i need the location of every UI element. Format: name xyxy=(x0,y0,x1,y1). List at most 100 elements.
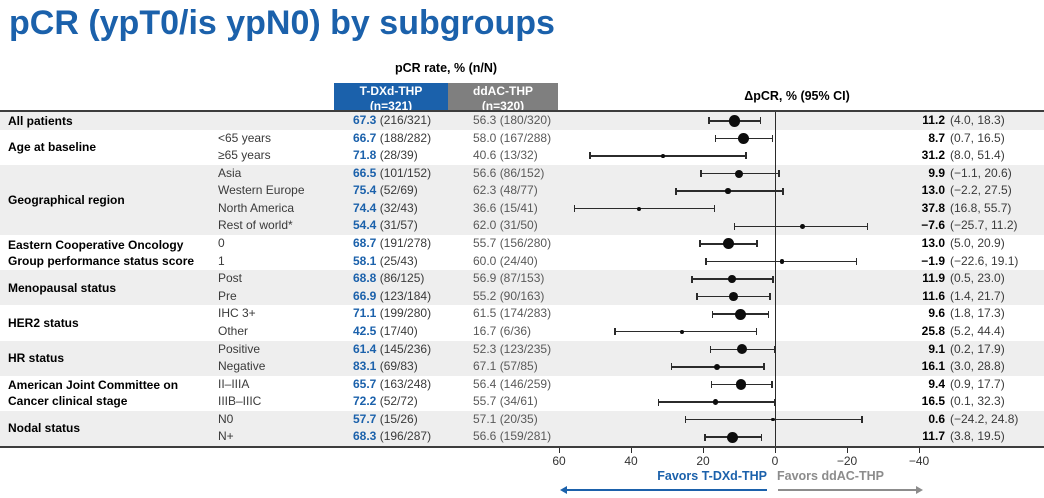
delta-ci: (−24.2, 24.8) xyxy=(950,411,1019,426)
tdxd-fraction: (15/26) xyxy=(376,411,418,426)
ci-cap-left xyxy=(684,416,687,424)
tdxd-fraction: (145/236) xyxy=(376,341,432,356)
ddac-value: 56.6 (159/281) xyxy=(473,429,552,444)
favors-ddac-label: Favors ddAC-THP xyxy=(777,469,884,483)
tdxd-column-header: T-DXd-THP (n=321) xyxy=(334,83,448,113)
tdxd-value: 65.7 (163/248) xyxy=(353,376,471,394)
delta-ci: (0.7, 16.5) xyxy=(950,130,1005,145)
tdxd-pct: 58.1 xyxy=(353,253,377,268)
delta-ci: (0.2, 17.9) xyxy=(950,341,1005,356)
subgroup-label: Other xyxy=(218,323,249,338)
axis-tick xyxy=(919,448,920,453)
tdxd-pct: 61.4 xyxy=(353,341,377,356)
tdxd-pct: 71.8 xyxy=(353,148,377,163)
group-label-line: Nodal status xyxy=(8,421,81,436)
point-estimate-marker xyxy=(714,363,720,370)
subgroup-label: <65 years xyxy=(218,130,272,145)
delta-value: −1.9 xyxy=(921,253,945,268)
point-estimate-marker xyxy=(738,132,750,144)
favors-tdxd-label: Favors T-DXd-THP xyxy=(657,469,767,483)
tdxd-pct: 66.5 xyxy=(353,165,377,180)
tdxd-fraction: (188/282) xyxy=(376,130,432,145)
tdxd-value: 83.1 (69/83) xyxy=(353,358,471,376)
delta-ci: (0.1, 32.3) xyxy=(950,394,1005,409)
ddac-arm-name: ddAC-THP xyxy=(473,84,533,98)
point-estimate-marker xyxy=(799,223,805,229)
delta-value: 11.7 xyxy=(922,429,945,444)
delta-ci: (5.0, 20.9) xyxy=(950,236,1005,251)
tdxd-value: 71.1 (199/280) xyxy=(353,305,471,323)
delta-pcr-column-header: ΔpCR, % (95% CI) xyxy=(744,89,850,103)
point-estimate-marker xyxy=(728,292,738,301)
group-label-line: HER2 status xyxy=(8,315,79,330)
pcr-rate-column-group-header: pCR rate, % (n/N) xyxy=(394,61,498,75)
ci-cap-left xyxy=(670,363,673,371)
ddac-value: 62.3 (48/77) xyxy=(473,183,538,198)
delta-ci: (−22.6, 19.1) xyxy=(950,253,1019,268)
ci-cap-right xyxy=(861,416,863,424)
group-band xyxy=(0,164,1044,236)
ci-cap-right xyxy=(755,328,758,336)
tdxd-fraction: (163/248) xyxy=(376,376,432,391)
axis-tick-label: 20 xyxy=(696,454,710,468)
tdxd-value: 74.4 (32/43) xyxy=(353,200,471,218)
tdxd-value: 68.3 (196/287) xyxy=(353,428,471,446)
ci-cap-left xyxy=(657,398,660,406)
group-label: Menopausal status xyxy=(8,270,216,305)
delta-ci: (1.4, 21.7) xyxy=(950,288,1005,303)
point-estimate-marker xyxy=(735,379,747,390)
tdxd-fraction: (31/57) xyxy=(376,218,418,233)
point-estimate-marker xyxy=(636,206,641,211)
delta-value: 31.2 xyxy=(921,148,945,163)
ci-cap-left xyxy=(708,117,710,125)
ci-cap-left xyxy=(700,170,702,178)
delta-value: 0.6 xyxy=(928,411,945,426)
tdxd-fraction: (17/40) xyxy=(376,323,418,338)
favors-tdxd-arrowhead-icon xyxy=(560,486,567,494)
tdxd-fraction: (25/43) xyxy=(376,253,418,268)
group-label-line: Eastern Cooperative Oncology xyxy=(8,237,184,252)
point-estimate-marker xyxy=(779,259,784,264)
ci-cap-left xyxy=(696,293,698,301)
ci-whisker xyxy=(615,330,757,333)
tdxd-value: 66.9 (123/184) xyxy=(353,288,471,306)
ddac-value: 56.6 (86/152) xyxy=(473,165,545,180)
point-estimate-marker xyxy=(728,275,736,283)
tdxd-value: 75.4 (52/69) xyxy=(353,182,471,200)
tdxd-value: 72.2 (52/72) xyxy=(353,393,471,411)
ci-cap-left xyxy=(705,257,707,265)
tdxd-value: 66.5 (101/152) xyxy=(353,165,471,183)
point-estimate-marker xyxy=(735,169,744,178)
group-label-line: All patients xyxy=(8,113,73,128)
delta-value: 9.4 xyxy=(928,376,945,391)
tdxd-fraction: (101/152) xyxy=(376,165,432,180)
group-band xyxy=(0,340,1044,376)
ddac-value: 40.6 (13/32) xyxy=(473,148,538,163)
group-label: HR status xyxy=(8,341,216,376)
axis-tick xyxy=(559,448,560,453)
subgroup-label: Rest of world* xyxy=(218,218,293,233)
ddac-value: 62.0 (31/50) xyxy=(473,218,538,233)
delta-ci: (−1.1, 20.6) xyxy=(950,165,1012,180)
delta-value: 16.1 xyxy=(921,359,945,374)
ci-cap-right xyxy=(773,345,776,353)
tdxd-value: 71.8 (28/39) xyxy=(353,147,471,165)
point-estimate-marker xyxy=(725,188,731,194)
tdxd-pct: 83.1 xyxy=(353,359,377,374)
axis-tick-label: 0 xyxy=(771,454,779,468)
point-estimate-marker xyxy=(728,114,741,127)
ddac-value: 60.0 (24/40) xyxy=(473,253,538,268)
ci-cap-right xyxy=(866,222,869,230)
ci-cap-right xyxy=(782,187,784,195)
delta-ci: (16.8, 55.7) xyxy=(950,200,1012,215)
tdxd-pct: 71.1 xyxy=(353,306,377,321)
subgroup-label: Post xyxy=(218,271,243,286)
ddac-value: 56.3 (180/320) xyxy=(473,113,552,127)
ci-cap-right xyxy=(771,380,773,388)
delta-value: 8.7 xyxy=(928,130,945,145)
tdxd-fraction: (216/321) xyxy=(376,113,432,127)
delta-ci: (−25.7, 11.2) xyxy=(950,218,1018,233)
ddac-value: 55.2 (90/163) xyxy=(473,288,545,303)
tdxd-pct: 75.4 xyxy=(353,183,377,198)
ci-cap-right xyxy=(778,170,780,178)
